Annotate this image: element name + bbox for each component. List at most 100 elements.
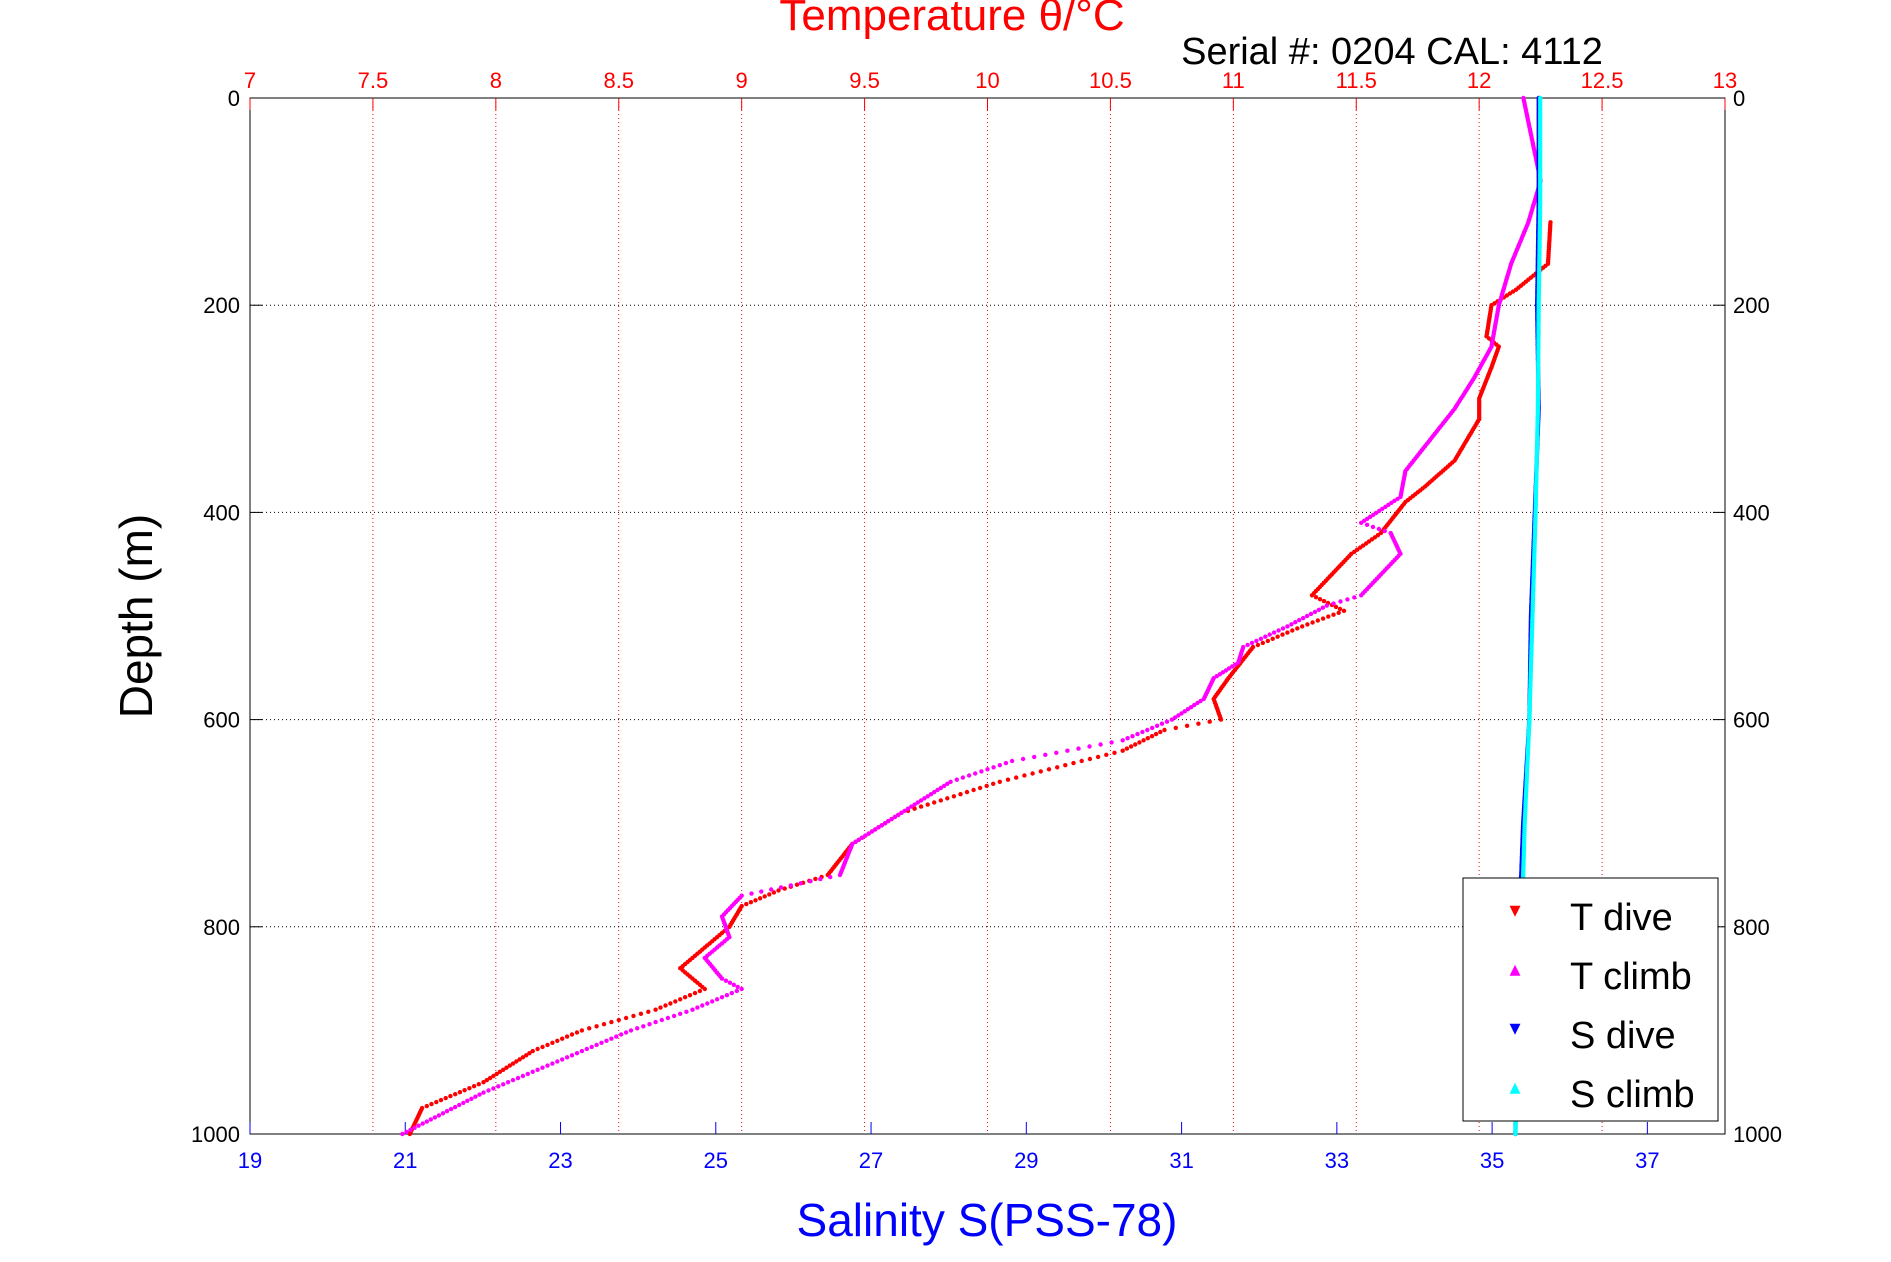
data-point xyxy=(954,777,959,782)
temperature-tick-label: 7.5 xyxy=(358,68,389,93)
data-point xyxy=(1265,638,1271,644)
data-point xyxy=(540,1044,545,1050)
depth-tick-label-left: 600 xyxy=(203,708,240,733)
data-point xyxy=(429,1101,434,1107)
data-point xyxy=(837,872,843,878)
data-point xyxy=(1195,700,1200,706)
data-point xyxy=(771,890,777,895)
chart-title: Temperature θ/°C xyxy=(779,0,1124,40)
data-point xyxy=(1255,642,1261,648)
data-point xyxy=(935,787,940,793)
data-point xyxy=(614,1034,619,1039)
data-point xyxy=(631,1013,636,1019)
depth-tick-label-left: 1000 xyxy=(191,1122,240,1147)
depth-tick-label-left: 400 xyxy=(203,500,240,525)
temperature-tick-label: 12.5 xyxy=(1581,68,1624,93)
data-point xyxy=(420,1121,425,1126)
data-point xyxy=(1320,616,1326,621)
data-point xyxy=(1295,626,1300,631)
data-point xyxy=(1316,607,1322,612)
legend-label-t-dive: T dive xyxy=(1570,897,1673,939)
data-point xyxy=(991,765,996,770)
data-point xyxy=(960,775,966,780)
data-point xyxy=(671,1013,677,1019)
data-point xyxy=(915,800,920,805)
data-point xyxy=(1280,626,1286,631)
data-point xyxy=(997,779,1002,784)
data-point xyxy=(560,1057,565,1062)
data-point xyxy=(1104,752,1109,757)
data-point xyxy=(1137,740,1142,745)
data-point xyxy=(550,1061,555,1066)
data-point xyxy=(448,1093,453,1099)
temperature-tick-label: 7 xyxy=(244,68,256,93)
data-point xyxy=(984,783,989,789)
data-point xyxy=(828,874,833,880)
data-point xyxy=(1145,736,1151,741)
data-point xyxy=(584,1046,589,1052)
data-point xyxy=(695,1005,700,1010)
data-point xyxy=(555,1059,560,1064)
data-point xyxy=(564,1055,570,1060)
depth-tick-label-left: 200 xyxy=(203,293,240,318)
data-point xyxy=(408,1127,413,1133)
data-point xyxy=(440,1111,446,1116)
data-point xyxy=(1321,598,1327,604)
data-point xyxy=(1188,705,1194,710)
data-point xyxy=(684,1009,689,1014)
data-point xyxy=(1124,746,1130,751)
data-point xyxy=(1182,709,1187,714)
data-point xyxy=(665,1015,671,1021)
data-point xyxy=(1032,754,1037,760)
data-point xyxy=(710,999,715,1004)
data-point xyxy=(932,800,937,805)
data-point xyxy=(443,1095,448,1101)
data-point xyxy=(452,1104,458,1110)
data-point xyxy=(496,1084,501,1089)
data-point xyxy=(1169,717,1175,722)
data-point xyxy=(438,1097,444,1103)
data-point xyxy=(535,1067,540,1073)
data-point xyxy=(1309,593,1315,598)
data-point xyxy=(1076,746,1081,751)
data-point xyxy=(1312,609,1318,615)
data-point xyxy=(1022,773,1027,778)
data-point xyxy=(1285,630,1290,635)
temperature-tick-label: 11 xyxy=(1222,68,1245,93)
data-point xyxy=(491,1086,496,1091)
data-point xyxy=(702,986,707,992)
data-point xyxy=(1145,727,1150,733)
data-point xyxy=(1271,630,1277,635)
data-point xyxy=(932,789,937,795)
data-point xyxy=(555,1038,560,1044)
data-point xyxy=(404,1129,409,1135)
data-point xyxy=(647,1021,652,1027)
data-point xyxy=(1164,719,1170,724)
data-point xyxy=(714,997,720,1002)
data-point xyxy=(416,1123,421,1128)
data-point xyxy=(971,787,976,793)
data-point xyxy=(545,1042,550,1048)
data-point xyxy=(697,988,703,994)
temperature-tick-label: 12 xyxy=(1467,68,1491,93)
data-point xyxy=(1337,606,1343,612)
data-point xyxy=(1176,713,1181,718)
data-point xyxy=(638,1011,644,1016)
data-point xyxy=(1308,611,1314,617)
data-point xyxy=(692,990,698,996)
data-point xyxy=(1020,756,1026,762)
data-point xyxy=(1249,640,1255,646)
data-point xyxy=(1218,717,1224,722)
data-point xyxy=(1320,605,1326,610)
data-point xyxy=(601,1021,607,1027)
data-point xyxy=(863,833,868,838)
data-point xyxy=(1125,736,1130,741)
data-point xyxy=(628,1028,634,1033)
data-point xyxy=(540,1065,545,1070)
data-point xyxy=(1046,767,1052,772)
data-point xyxy=(481,1090,486,1095)
data-point xyxy=(945,781,950,786)
data-point xyxy=(1128,744,1134,749)
data-point xyxy=(604,1038,609,1044)
data-point xyxy=(1198,698,1203,704)
